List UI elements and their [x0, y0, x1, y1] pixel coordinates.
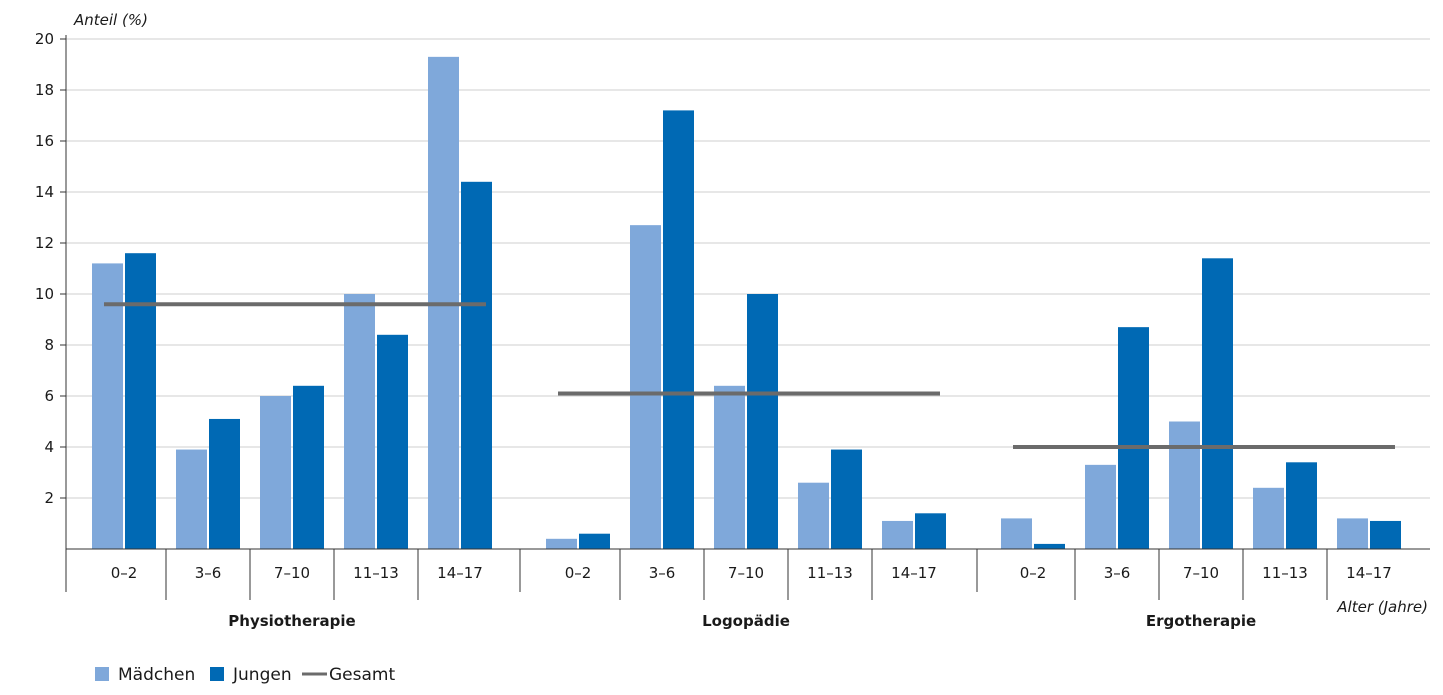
bars: [92, 56, 1401, 550]
x-axis-title: Alter (Jahre): [1336, 598, 1428, 616]
legend-swatch-jungen: [210, 667, 224, 681]
bar-maedchen: [92, 263, 123, 549]
bar-maedchen: [1337, 518, 1368, 549]
y-axis-title: Anteil (%): [73, 11, 148, 29]
labels: 2 4 6 8 10 12 14 16 18 20 0–2 3–6 7–10 11–13 14–17 Phys…: [35, 11, 1428, 630]
legend-label: Mädchen: [118, 665, 195, 685]
gesamt-lines: [104, 302, 1395, 449]
y-tick-label: 18: [35, 81, 54, 99]
x-category-label: 7–10: [728, 564, 764, 582]
y-tick-label: 8: [44, 336, 54, 354]
x-category-label: 11–13: [807, 564, 853, 582]
x-category-label: 3–6: [195, 564, 222, 582]
x-category-label: 0–2: [1020, 564, 1047, 582]
x-category-label: 11–13: [353, 564, 399, 582]
bar-maedchen: [176, 449, 207, 549]
group-label: Physiotherapie: [228, 612, 355, 630]
y-tick-label: 4: [44, 438, 54, 456]
bar-jungen: [1118, 327, 1149, 549]
bar-jungen: [915, 513, 946, 549]
bar-maedchen: [344, 294, 375, 549]
x-category-label: 3–6: [649, 564, 676, 582]
x-category-label: 14–17: [891, 564, 937, 582]
legend-swatch-maedchen: [95, 667, 109, 681]
bar-jungen: [1034, 543, 1065, 549]
x-category-label: 0–2: [565, 564, 592, 582]
bar-maedchen: [798, 482, 829, 549]
bar-maedchen: [260, 396, 291, 549]
bar-maedchen: [882, 520, 913, 549]
bar-maedchen: [1001, 518, 1032, 549]
y-tick-label: 14: [35, 183, 54, 201]
x-category-label: 14–17: [437, 564, 483, 582]
bar-jungen: [377, 334, 408, 549]
y-tick-label: 6: [44, 387, 54, 405]
x-category-label: 3–6: [1104, 564, 1131, 582]
bar-maedchen: [1169, 421, 1200, 549]
y-tick-label: 20: [35, 30, 54, 48]
bar-maedchen: [1253, 487, 1284, 549]
y-tick-label: 12: [35, 234, 54, 252]
group-label: Ergotherapie: [1146, 612, 1256, 630]
bar-maedchen: [546, 538, 577, 549]
bar-jungen: [209, 418, 240, 549]
axes: [60, 35, 1430, 600]
bar-jungen: [461, 181, 492, 550]
y-tick-label: 2: [44, 489, 54, 507]
legend: Mädchen Jungen Gesamt: [95, 665, 395, 685]
legend-label: Jungen: [232, 665, 292, 685]
group-label: Logopädie: [702, 612, 790, 630]
x-category-label: 0–2: [111, 564, 138, 582]
bar-jungen: [831, 449, 862, 549]
x-category-label: 7–10: [274, 564, 310, 582]
y-tick-label: 16: [35, 132, 54, 150]
bar-jungen: [579, 533, 610, 549]
x-category-label: 7–10: [1183, 564, 1219, 582]
bar-maedchen: [714, 385, 745, 549]
bar-maedchen: [630, 225, 661, 549]
bar-jungen: [293, 385, 324, 549]
bar-jungen: [1202, 258, 1233, 549]
bar-jungen: [663, 110, 694, 550]
bar-maedchen: [1085, 464, 1116, 549]
legend-label: Gesamt: [329, 665, 395, 685]
x-category-label: 14–17: [1346, 564, 1392, 582]
x-category-label: 11–13: [1262, 564, 1308, 582]
bar-jungen: [1370, 520, 1401, 549]
bar-jungen: [125, 253, 156, 549]
y-tick-label: 10: [35, 285, 54, 303]
bar-jungen: [1286, 462, 1317, 549]
bar-jungen: [747, 294, 778, 549]
